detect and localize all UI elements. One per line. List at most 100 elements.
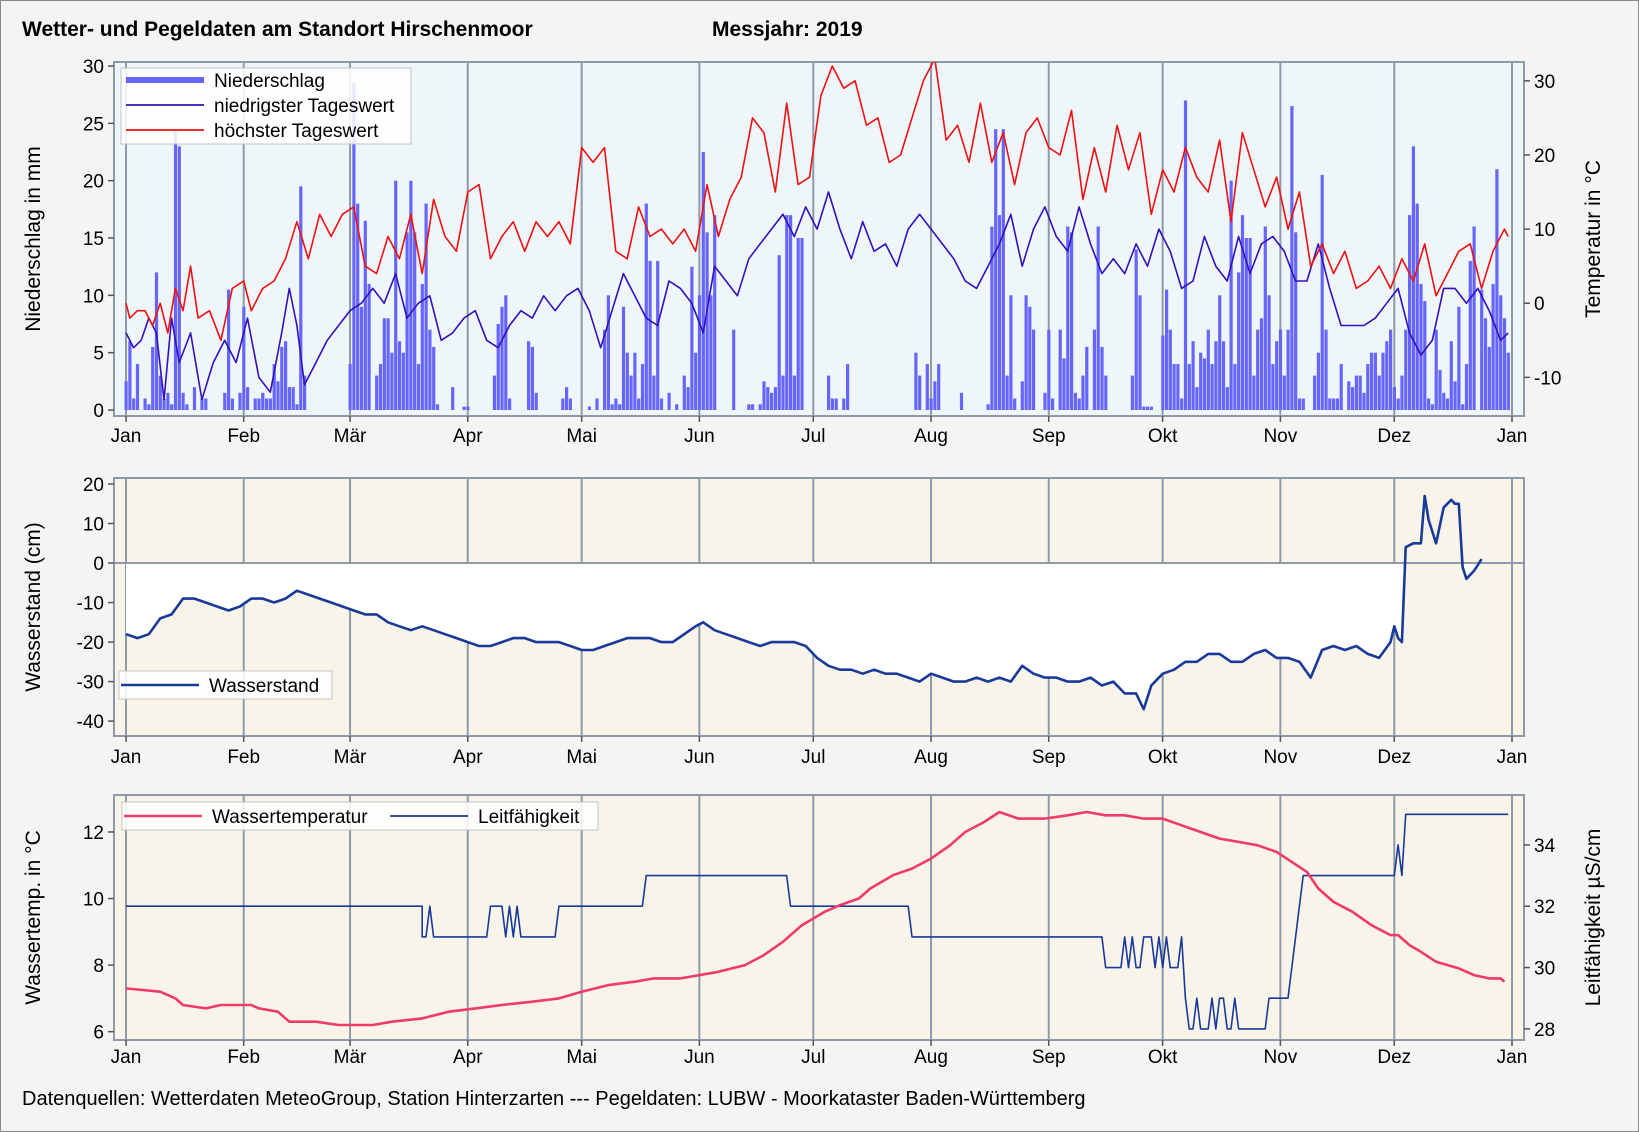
precipitation-bar [428,329,432,410]
precipitation-bar [1187,364,1191,410]
precipitation-bar [561,398,565,410]
precipitation-bar [265,398,269,410]
legend: Wassertemperatur Leitfähigkeit [121,801,599,831]
y2-tick-label: 20 [1534,146,1555,167]
precipitation-bar [675,404,679,410]
x-tick-label: Jan [1497,1047,1528,1068]
x-tick-label: Nov [1263,1047,1297,1068]
precipitation-bar [1183,100,1188,411]
x-tick-label: Dez [1377,747,1411,768]
precipitation-bar [1316,352,1320,410]
precipitation-bar [633,352,637,410]
y-axis-label: Niederschlag in mm [22,146,45,332]
precipitation-bar [1472,226,1476,410]
x-tick-label: Nov [1263,747,1297,768]
precipitation-bar [1020,381,1024,410]
precipitation-bar [1218,295,1222,410]
precipitation-bar [568,398,572,410]
legend: Wasserstand [118,670,333,700]
x-tick-label: Jan [111,747,142,768]
y-tick-label: -20 [77,633,104,654]
precipitation-bar [1058,329,1062,410]
precipitation-bar [565,387,569,410]
precipitation-bar [758,404,762,410]
precipitation-bar [382,318,386,410]
precipitation-bar [925,364,929,410]
precipitation-bar [762,381,766,410]
precipitation-bar [500,306,504,410]
precipitation-bar [1313,375,1317,410]
precipitation-bar [1480,289,1484,410]
precipitation-bar [1096,226,1100,410]
precipitation-bar [504,295,508,410]
conductivity-line [126,813,1509,1030]
precipitation-bar [1381,352,1385,410]
precipitation-bar [1024,295,1028,410]
precipitation-bar [1453,381,1457,410]
precipitation-bar [1047,329,1051,410]
precipitation-bar [295,404,299,410]
precipitation-bar [1438,369,1442,410]
precipitation-bar [1202,358,1207,410]
precipitation-bar [629,375,633,410]
chart-header: Wetter- und Pegeldaten am Standort Hirsc… [22,18,863,48]
precipitation-bar [230,398,234,410]
precipitation-bar [405,232,409,410]
precipitation-bar [640,364,645,410]
precipitation-bar [492,375,496,410]
x-tick-label: Jan [1497,426,1528,447]
y2-tick-label: 0 [1534,294,1545,315]
x-tick-label: Aug [914,1047,948,1068]
precipitation-bar [1271,364,1275,410]
precipitation-bar [606,295,610,410]
precipitation-bar [451,387,455,410]
precipitation-bar [1408,215,1412,410]
x-tick-label: Jun [684,1047,715,1068]
water-level-line [125,494,1483,711]
precipitation-bar [409,180,413,410]
precipitation-bar [534,392,538,410]
precipitation-bar [132,398,136,410]
legend-label: Wassertemperatur [212,807,368,828]
precipitation-bar [1404,329,1408,410]
precipitation-bar [1168,329,1172,410]
precipitation-bar [1499,295,1503,410]
x-tick-label: Mär [334,747,367,768]
x-tick-label: Okt [1148,1047,1178,1068]
x-tick-label: Mai [566,1047,597,1068]
x-tick-label: Sep [1032,1047,1066,1068]
precipitation-bar [1225,387,1229,410]
y2-tick-label: 10 [1534,220,1555,241]
legend: Niederschlag niedrigster Tageswert höchste… [120,67,412,145]
precipitation-bar [1210,364,1214,410]
precipitation-bar [656,260,660,410]
y-tick-label: 10 [83,286,104,307]
x-tick-label: Mai [566,426,597,447]
precipitation-bar [1328,398,1332,410]
precipitation-bar [914,352,918,410]
precipitation-bar [124,381,128,410]
precipitation-bar [303,375,307,410]
x-tick-label: Mai [566,747,597,768]
precipitation-bar [1377,375,1381,410]
precipitation-bar [1013,398,1017,410]
precipitation-bar [1324,329,1328,410]
precipitation-bar [1385,341,1389,410]
x-tick-label: Feb [227,747,260,768]
panel-3-background [113,794,1525,1041]
x-tick-label: Jun [684,747,715,768]
precipitation-bar [466,406,470,410]
y-axis-label: Wassertemp. in °C [22,830,45,1005]
precipitation-bar [166,392,170,410]
precipitation-bar [1252,375,1256,410]
precipitation-bar [1237,272,1241,410]
panel-2: Jan Feb Mär Apr Mai Jun Jul Aug Sep Okt Nov Dez Jan-… [22,475,1527,768]
precipitation-bar [158,375,162,410]
y2-axis-label: Temperatur in °C [1582,160,1605,318]
precipitation-bar [1092,329,1096,410]
precipitation-bar [1389,329,1393,410]
precipitation-bar [462,406,466,410]
precipitation-bar [386,318,390,410]
precipitation-bar [830,398,834,410]
y2-tick-label: 30 [1534,959,1555,980]
